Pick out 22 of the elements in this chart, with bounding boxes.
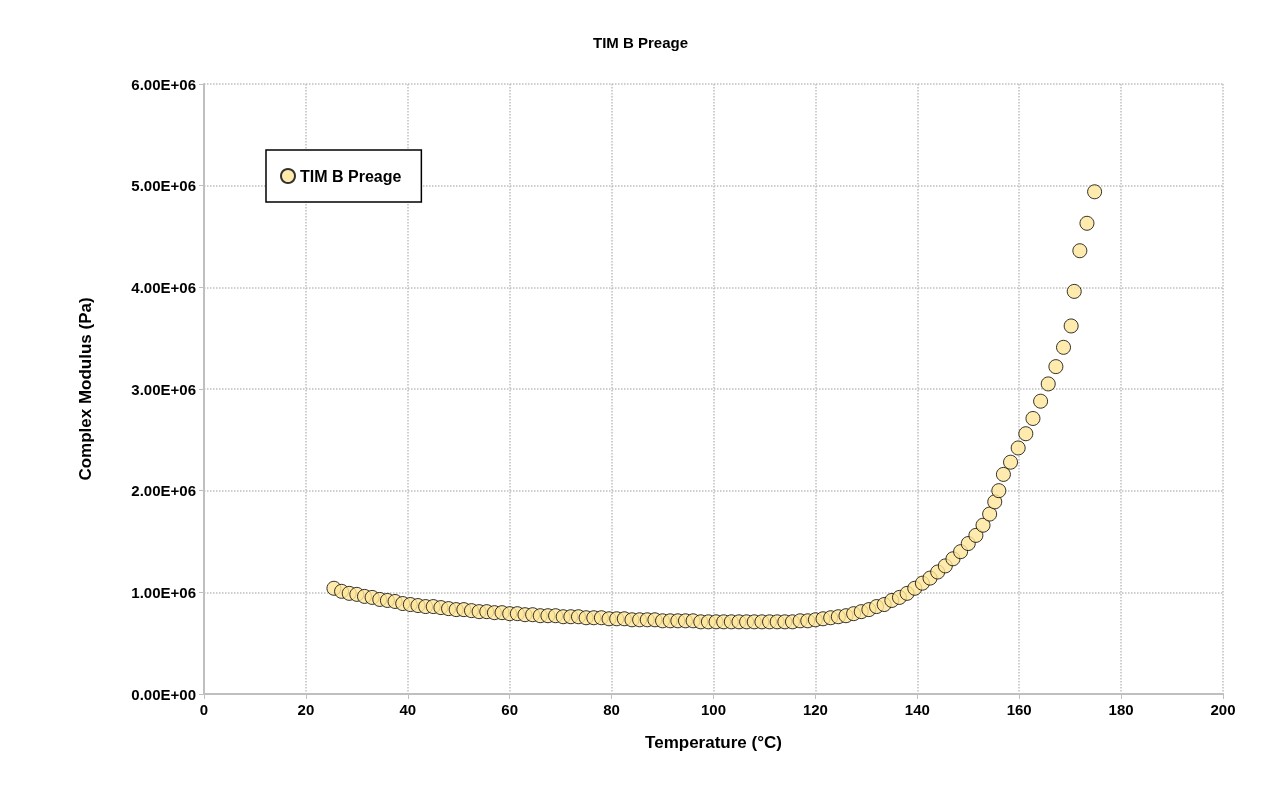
x-tick-label: 140 xyxy=(904,701,930,718)
y-tick-label: 6.00E+06 xyxy=(131,75,196,93)
x-tick-label: 20 xyxy=(297,701,315,718)
x-tick-label: 180 xyxy=(1108,701,1134,718)
x-tick-label: 60 xyxy=(501,701,519,718)
x-tick-label: 100 xyxy=(700,701,727,718)
chart-title: TIM B Preage xyxy=(592,34,689,51)
x-tick-label: 200 xyxy=(1210,701,1236,718)
y-tick-label: 2.00E+06 xyxy=(131,482,196,500)
legend-label: TIM B Preage xyxy=(300,167,402,185)
x-tick-label: 0 xyxy=(199,701,209,718)
x-tick-label: 40 xyxy=(399,701,417,718)
y-tick-label: 0.00E+00 xyxy=(131,685,196,703)
x-tick-label: 80 xyxy=(603,701,620,718)
y-tick-label: 3.00E+06 xyxy=(131,380,196,398)
y-tick-label: 1.00E+06 xyxy=(131,583,196,601)
x-tick-label: 120 xyxy=(802,701,828,718)
x-axis-title: Temperature (°C) xyxy=(645,733,782,752)
y-axis-title: Complex Modulus (Pa) xyxy=(76,297,95,481)
y-tick-label: 4.00E+06 xyxy=(131,278,196,296)
x-tick-label: 160 xyxy=(1006,701,1032,718)
y-tick-label: 5.00E+06 xyxy=(131,177,196,195)
